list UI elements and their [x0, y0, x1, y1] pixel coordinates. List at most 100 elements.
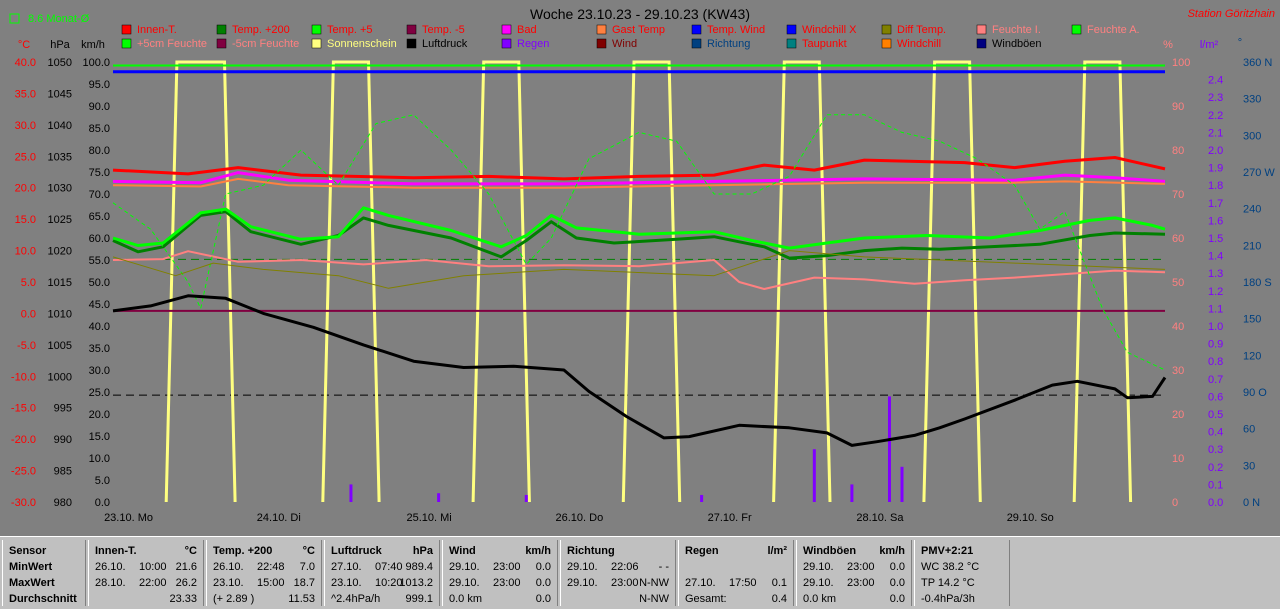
- axis-tick-wind_kmh: 95.0: [89, 79, 110, 91]
- legend-swatch[interactable]: [786, 24, 797, 35]
- legend-swatch[interactable]: [501, 24, 512, 35]
- legend-swatch[interactable]: [691, 24, 702, 35]
- axis-tick-humidity_pct: 20: [1172, 409, 1184, 421]
- series-innen-t-: [112, 156, 1166, 181]
- axis-unit-pressure_hpa: hPa: [50, 39, 70, 51]
- maxwert-label: MaxWert: [9, 577, 55, 589]
- sunshine-period: [621, 60, 682, 503]
- innen-title: Innen-T.: [95, 545, 137, 557]
- wind-row-value: 0.0: [535, 577, 551, 589]
- legend-label: Innen-T.: [137, 24, 177, 36]
- innen-row-time: 22:00: [139, 577, 167, 589]
- wind-title: Wind: [449, 545, 476, 557]
- x-tick-label: 23.10. Mo: [104, 512, 153, 524]
- axis-tick-humidity_pct: 40: [1172, 321, 1184, 333]
- legend-swatch[interactable]: [596, 38, 607, 49]
- legend-swatch[interactable]: [596, 24, 607, 35]
- legend-swatch[interactable]: [881, 24, 892, 35]
- axis-tick-temp_c: 5.0: [21, 277, 36, 289]
- legend-swatch[interactable]: [881, 38, 892, 49]
- wind-row-date: 0.0 km: [449, 593, 483, 605]
- axis-tick-pressure_hpa: 1030: [48, 183, 72, 195]
- legend-label: Windchill X: [802, 24, 857, 36]
- sunshine-period: [321, 60, 381, 503]
- wind-row-value: 0.0: [535, 561, 551, 573]
- innen-panel: Innen-T. °C 26.10. 10:00 21.6 28.10. 22:00 26.2…: [88, 540, 204, 606]
- axis-tick-humidity_pct: 80: [1172, 145, 1184, 157]
- legend-label: Richtung: [707, 38, 750, 50]
- legend-label: Wind: [612, 38, 637, 50]
- legend-swatch[interactable]: [216, 24, 227, 35]
- richtung-row-value: N-NW: [639, 577, 669, 589]
- axis-tick-rain_lm2: 0.6: [1208, 391, 1223, 403]
- axis-tick-temp_c: 0.0: [21, 308, 36, 320]
- minwert-label: MinWert: [9, 561, 53, 573]
- statistics-panel: Sensor MinWert MaxWert Durchschnitt Inne…: [0, 536, 1280, 609]
- legend-swatch[interactable]: [216, 38, 227, 49]
- luftdruck-row-date: ^2.4hPa/h: [331, 593, 381, 605]
- axis-unit-rain_lm2: l/m²: [1200, 39, 1219, 51]
- legend-swatch[interactable]: [691, 38, 702, 49]
- luftdruck-row-value: 989.4: [405, 561, 433, 573]
- axis-tick-direction: 0 N: [1243, 497, 1260, 509]
- axis-tick-direction: 300: [1243, 130, 1261, 142]
- sunshine-period: [471, 60, 531, 503]
- legend-swatch[interactable]: [786, 38, 797, 49]
- legend-swatch[interactable]: [976, 38, 987, 49]
- regen-unit: l/m²: [767, 545, 787, 557]
- axis-tick-temp_c: -25.0: [11, 466, 36, 478]
- axis-tick-temp_c: -15.0: [11, 403, 36, 415]
- axis-tick-temp_c: 20.0: [15, 183, 36, 195]
- axis-tick-pressure_hpa: 1020: [48, 246, 72, 258]
- wind-row-time: 23:00: [493, 561, 521, 573]
- legend-swatch[interactable]: [311, 24, 322, 35]
- temp200-unit: °C: [302, 545, 315, 557]
- axis-unit-direction: °: [1238, 37, 1242, 49]
- axis-tick-pressure_hpa: 995: [54, 403, 72, 415]
- axis-tick-wind_kmh: 75.0: [89, 167, 110, 179]
- axis-tick-rain_lm2: 1.0: [1208, 321, 1223, 333]
- axis-tick-wind_kmh: 30.0: [89, 365, 110, 377]
- axis-tick-direction: 270 W: [1243, 167, 1275, 179]
- series-feuchte-i-: [112, 250, 1166, 290]
- axis-tick-humidity_pct: 90: [1172, 101, 1184, 113]
- axis-tick-wind_kmh: 85.0: [89, 123, 110, 135]
- axis-tick-wind_kmh: 20.0: [89, 409, 110, 421]
- axis-tick-wind_kmh: 10.0: [89, 453, 110, 465]
- legend-label: Taupunkt: [802, 38, 847, 50]
- legend-label: Windchill: [897, 38, 941, 50]
- rain-bar: [900, 466, 904, 502]
- monthly-avg-checkbox[interactable]: [9, 13, 20, 24]
- axis-tick-humidity_pct: 60: [1172, 233, 1184, 245]
- axis-tick-rain_lm2: 1.2: [1208, 286, 1223, 298]
- innen-row-date: 28.10.: [95, 577, 126, 589]
- axis-tick-temp_c: -20.0: [11, 434, 36, 446]
- legend-swatch[interactable]: [311, 38, 322, 49]
- rain-bar: [437, 493, 441, 502]
- luftdruck-row-time: 07:40: [375, 561, 403, 573]
- axis-tick-wind_kmh: 0.0: [95, 497, 110, 509]
- legend-swatch[interactable]: [121, 24, 132, 35]
- legend-swatch[interactable]: [1071, 24, 1082, 35]
- axis-tick-rain_lm2: 0.5: [1208, 409, 1223, 421]
- legend-swatch[interactable]: [121, 38, 132, 49]
- axis-tick-temp_c: 10.0: [15, 246, 36, 258]
- axis-tick-rain_lm2: 1.6: [1208, 215, 1223, 227]
- axis-tick-pressure_hpa: 980: [54, 497, 72, 509]
- wind-row-time: 23:00: [493, 577, 521, 589]
- axis-tick-temp_c: 40.0: [15, 57, 36, 69]
- legend-swatch[interactable]: [406, 24, 417, 35]
- legend-label: Temp. Wind: [707, 24, 765, 36]
- richtung-row-value: - -: [658, 561, 669, 573]
- axis-tick-rain_lm2: 0.9: [1208, 339, 1223, 351]
- axis-tick-wind_kmh: 70.0: [89, 189, 110, 201]
- series-diff-temp-: [112, 250, 1166, 289]
- legend-swatch[interactable]: [976, 24, 987, 35]
- legend-swatch[interactable]: [501, 38, 512, 49]
- legend-swatch[interactable]: [406, 38, 417, 49]
- wind-panel: Wind km/h 29.10. 23:00 0.0 29.10. 23:00 0.0 0.0 …: [442, 540, 558, 606]
- legend-label: -5cm Feuchte: [232, 38, 299, 50]
- pmv-row: -0.4hPa/3h: [921, 593, 975, 605]
- axis-tick-rain_lm2: 0.3: [1208, 444, 1223, 456]
- legend-label: Windböen: [992, 38, 1042, 50]
